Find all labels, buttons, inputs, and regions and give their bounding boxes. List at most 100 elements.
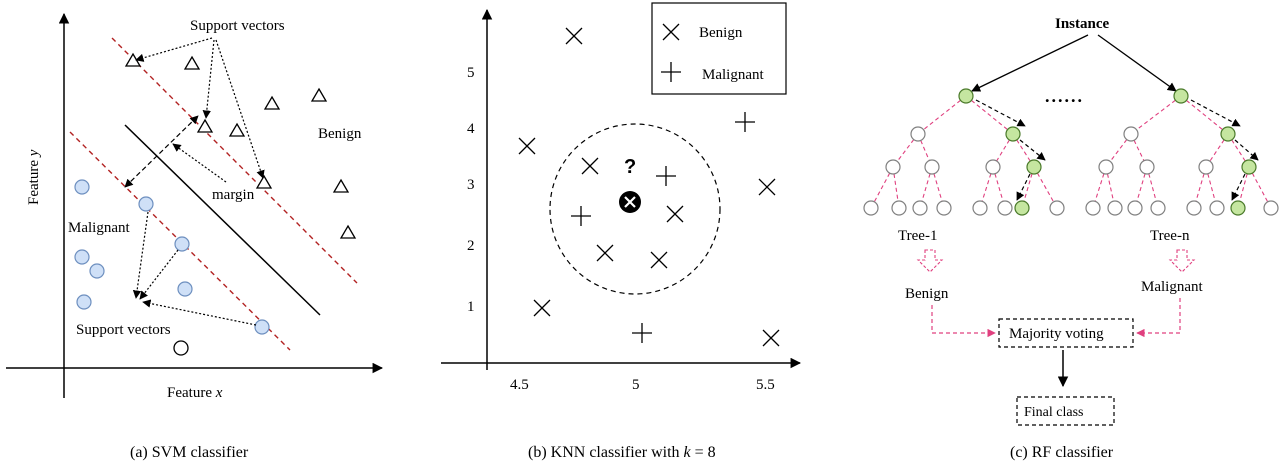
tree-node: [1198, 159, 1214, 175]
tree-node: [985, 159, 1001, 175]
x-ticks: 4.5 5 5.5: [510, 377, 775, 393]
caption-a: (a) SVM classifier: [130, 444, 249, 461]
legend: Benign Malignant: [651, 2, 787, 95]
y-tick: 3: [467, 177, 475, 193]
tree-node: [1139, 159, 1155, 175]
majority-voting-box: [998, 318, 1134, 348]
benign-point: [255, 174, 273, 189]
tree-node: [1085, 200, 1101, 216]
tree-node: [997, 200, 1013, 216]
tree-node: [972, 200, 988, 216]
support-vector-arrows-top: [135, 37, 265, 179]
benign-point: [650, 251, 668, 269]
rf-panel: Instance ......: [863, 16, 1279, 461]
tree-node: [1049, 200, 1065, 216]
x-axis-label: Feature x: [167, 385, 223, 401]
malignant-point: [89, 263, 105, 279]
benign-points: [518, 27, 780, 347]
y-tick: 5: [467, 65, 475, 81]
malignant-point: [571, 206, 591, 226]
malignant-point: [254, 319, 270, 335]
benign-point: [666, 205, 684, 223]
benign-label: Benign: [318, 126, 362, 142]
neighborhood-circle: [549, 123, 721, 295]
benign-point: [518, 137, 536, 155]
decision-path-arrows: [975, 99, 1259, 201]
tree-node: [910, 126, 926, 142]
tree-node: [924, 159, 940, 175]
malignant-point: [74, 249, 90, 265]
vote-connectors: [931, 298, 1181, 338]
tree-node: [1209, 200, 1225, 216]
x-tick: 5: [632, 377, 640, 393]
ellipsis: ......: [1045, 86, 1084, 106]
legend-malignant-icon: [661, 62, 681, 82]
benign-points: [124, 52, 357, 239]
support-vector-arrows-bottom: [132, 211, 257, 326]
path-nodes: [958, 88, 1257, 216]
svm-panel: Support vectors Benign margin Malignant …: [6, 12, 384, 461]
y-tick: 2: [467, 238, 475, 254]
path-node: [1220, 126, 1236, 142]
tree-1-output-arrow: [916, 249, 944, 273]
instance-label: Instance: [1055, 16, 1110, 32]
query-mark: ?: [624, 156, 636, 178]
tree-n-output-arrow: [1168, 249, 1196, 273]
benign-point: [565, 27, 583, 45]
tree-node: [912, 200, 928, 216]
majority-voting-label: Majority voting: [1009, 326, 1104, 342]
caption-b: (b) KNN classifier with k = 8: [528, 444, 716, 461]
benign-point: [183, 55, 201, 70]
margin-pointer: [172, 143, 227, 183]
margin-label: margin: [212, 187, 255, 203]
benign-point: [339, 224, 357, 239]
x-tick: 4.5: [510, 377, 529, 393]
y-axis-label: Feature y: [26, 149, 42, 205]
benign-point: [758, 178, 776, 196]
query-point: ?: [619, 156, 641, 213]
path-node: [1005, 126, 1021, 142]
unlabeled-point: [173, 340, 189, 356]
malignant-point: [632, 323, 652, 343]
support-vectors-top-label: Support vectors: [190, 18, 285, 34]
margin-line-upper: [111, 37, 358, 284]
tree-node: [936, 200, 952, 216]
tree-node: [885, 159, 901, 175]
tree-node: [1107, 200, 1123, 216]
vote-n-label: Malignant: [1141, 279, 1203, 295]
tree-node: [863, 200, 879, 216]
benign-point: [533, 299, 551, 317]
tree-node: [1127, 200, 1143, 216]
y-ticks: 1 2 3 4 5: [467, 65, 475, 315]
tree-nodes: [863, 126, 1279, 216]
malignant-label: Malignant: [68, 220, 130, 236]
final-class-box: [1016, 396, 1115, 426]
malignant-points: [571, 112, 755, 343]
knn-panel: 1 2 3 4 5 4.5 5 5.5: [441, 2, 802, 461]
caption-c: (c) RF classifier: [1010, 444, 1114, 461]
vote-1-label: Benign: [905, 286, 949, 302]
legend-benign-label: Benign: [699, 25, 743, 41]
margin-arrow: [124, 115, 199, 188]
legend-benign-icon: [662, 23, 680, 41]
tree-edges: [870, 95, 1272, 209]
x-tick: 5.5: [756, 377, 775, 393]
path-node: [958, 88, 974, 104]
malignant-points: [74, 179, 270, 335]
benign-point: [762, 329, 780, 347]
malignant-point: [76, 294, 92, 310]
tree-node: [1098, 159, 1114, 175]
tree-node: [1263, 200, 1279, 216]
tree-node: [891, 200, 907, 216]
tree-node: [1123, 126, 1139, 142]
y-tick: 1: [467, 299, 475, 315]
tree-1-label: Tree-1: [898, 228, 937, 244]
tree-n-label: Tree-n: [1150, 228, 1190, 244]
legend-malignant-label: Malignant: [702, 67, 764, 83]
malignant-point: [656, 166, 676, 186]
benign-point: [596, 244, 614, 262]
tree-node: [1186, 200, 1202, 216]
support-vectors-bottom-label: Support vectors: [76, 322, 171, 338]
path-node: [1230, 200, 1246, 216]
